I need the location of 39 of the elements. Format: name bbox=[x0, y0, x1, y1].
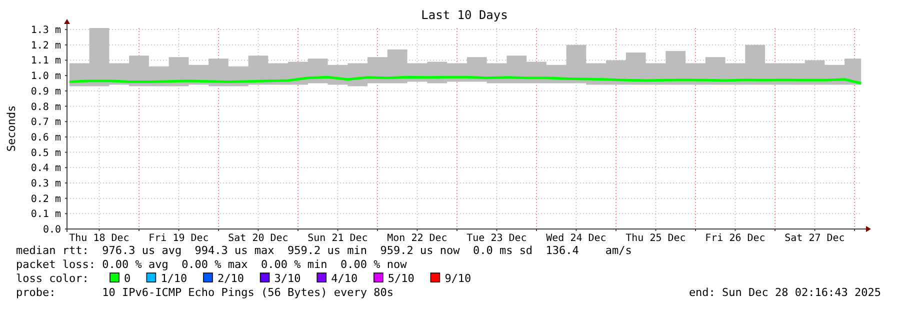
legend-label: 9/10 bbox=[444, 272, 472, 285]
x-tick-label: Mon 22 Dec bbox=[387, 233, 448, 244]
y-tick-label: 0.2 m bbox=[30, 194, 61, 205]
y-tick-label: 1.2 m bbox=[30, 40, 61, 52]
x-tick-label: Fri 19 Dec bbox=[148, 233, 209, 244]
x-tick-label: Thu 18 Dec bbox=[69, 233, 130, 244]
text: end: Sun Dec 28 02:16:43 2025 bbox=[688, 286, 881, 299]
text: median rtt: 976.3 us avg 994.3 us max 959.2 us min 959.2 us now 0.0 ms sd 136.4 am/s bbox=[16, 244, 632, 257]
y-tick-label: 0.8 m bbox=[30, 102, 61, 113]
y-tick-label: 0.3 m bbox=[30, 178, 61, 190]
x-tick-label: Thu 25 Dec bbox=[626, 233, 686, 244]
y-tick-label: 0.0 bbox=[42, 224, 61, 236]
y-tick-label: 0.4 m bbox=[30, 163, 61, 174]
text: packet loss: 0.00 % avg 0.00 % max 0.00 % min 0.00 % now bbox=[16, 258, 408, 271]
legend-label: 3/10 bbox=[274, 272, 301, 285]
y-axis-title: Seconds bbox=[5, 105, 18, 152]
y-tick-label: 1.3 m bbox=[30, 25, 61, 36]
legend-label: 1/10 bbox=[160, 272, 188, 285]
y-tick-label: 0.1 m bbox=[30, 209, 61, 220]
y-tick-label: 1.1 m bbox=[30, 56, 61, 67]
x-tick-label: Sat 20 Dec bbox=[228, 233, 288, 244]
chart-title: Last 10 Days bbox=[421, 8, 508, 22]
x-tick-label: Fri 26 Dec bbox=[705, 233, 766, 244]
x-tick-label: Wed 24 Dec bbox=[546, 233, 606, 244]
y-tick-label: 0.9 m bbox=[30, 86, 61, 98]
legend-label: 0 bbox=[124, 272, 131, 285]
legend-title: loss color: bbox=[16, 272, 89, 285]
x-tick-label: Sat 27 Dec bbox=[784, 233, 845, 244]
y-tick-label: 0.6 m bbox=[30, 132, 61, 144]
y-tick-label: 1.0 m bbox=[30, 71, 61, 82]
legend-label: 5/10 bbox=[388, 272, 414, 285]
y-tick-label: 0.7 m bbox=[30, 117, 61, 128]
line-series bbox=[68, 76, 862, 84]
text: probe: 10 IPv6-ICMP Echo Pings (56 Bytes) every 80s bbox=[16, 286, 394, 299]
y-tick-label: 0.5 m bbox=[30, 148, 61, 159]
legend-label: 2/10 bbox=[218, 272, 244, 285]
x-tick-label: Tue 23 Dec bbox=[466, 233, 527, 244]
x-tick-label: Sun 21 Dec bbox=[308, 233, 368, 244]
legend-label: 4/10 bbox=[331, 272, 358, 285]
